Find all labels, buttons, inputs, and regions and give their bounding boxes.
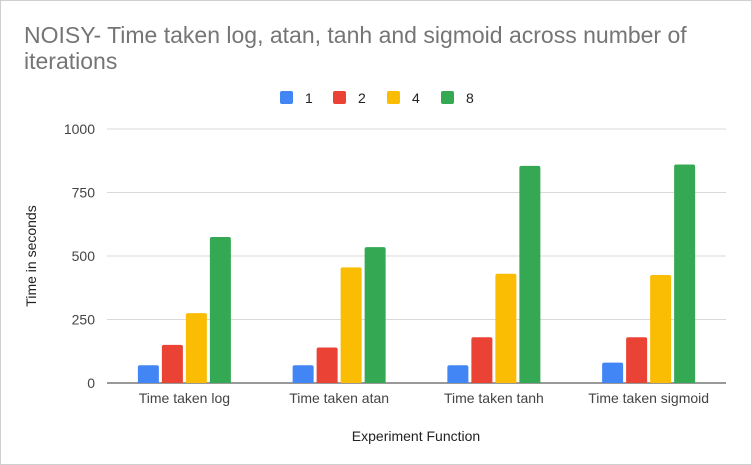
legend: 1 2 4 8: [280, 90, 474, 106]
y-tick-label: 1000: [64, 121, 95, 137]
bar-series-8-3: [519, 165, 541, 383]
bar-series-1-4: [602, 362, 624, 383]
bar-series-2-2: [316, 347, 338, 383]
bar-series-8-2: [364, 247, 386, 383]
bar-series-2-4: [626, 337, 648, 383]
bar-series-4-2: [340, 267, 362, 383]
legend-label-1: 1: [305, 90, 313, 106]
y-tick-label: 250: [72, 312, 96, 328]
x-tick-labels: Time taken log Time taken atan Time taken …: [139, 390, 709, 406]
bar-series-1-2: [292, 365, 314, 383]
legend-swatch-4: [387, 91, 400, 104]
y-axis-title: Time in seconds: [23, 205, 39, 306]
chart-title: NOISY- Time taken log, atan, tanh and si…: [24, 22, 687, 74]
bar-series-8-4: [674, 164, 696, 383]
y-tick-label: 750: [72, 185, 96, 201]
bar-series-4-4: [650, 275, 672, 383]
legend-label-4: 4: [412, 90, 420, 106]
y-tick-label: 0: [87, 375, 95, 391]
bar-series-2-3: [471, 337, 493, 383]
legend-swatch-8: [441, 91, 454, 104]
bar-series-8-1: [209, 236, 231, 383]
bar-series-2-1: [161, 344, 183, 383]
x-axis-title: Experiment Function: [352, 428, 480, 444]
bar-series-1-1: [137, 365, 159, 383]
legend-swatch-1: [280, 91, 293, 104]
y-tick-label: 500: [72, 248, 96, 264]
x-tick-label: Time taken log: [139, 390, 230, 406]
legend-label-8: 8: [466, 90, 474, 106]
bars: [137, 164, 696, 383]
bar-series-4-1: [185, 313, 207, 383]
x-tick-label: Time taken sigmoid: [588, 390, 709, 406]
legend-label-2: 2: [358, 90, 366, 106]
x-tick-label: Time taken tanh: [444, 390, 544, 406]
x-tick-label: Time taken atan: [289, 390, 389, 406]
legend-swatch-2: [333, 91, 346, 104]
bar-series-4-3: [495, 273, 517, 383]
bar-series-1-3: [447, 365, 469, 383]
